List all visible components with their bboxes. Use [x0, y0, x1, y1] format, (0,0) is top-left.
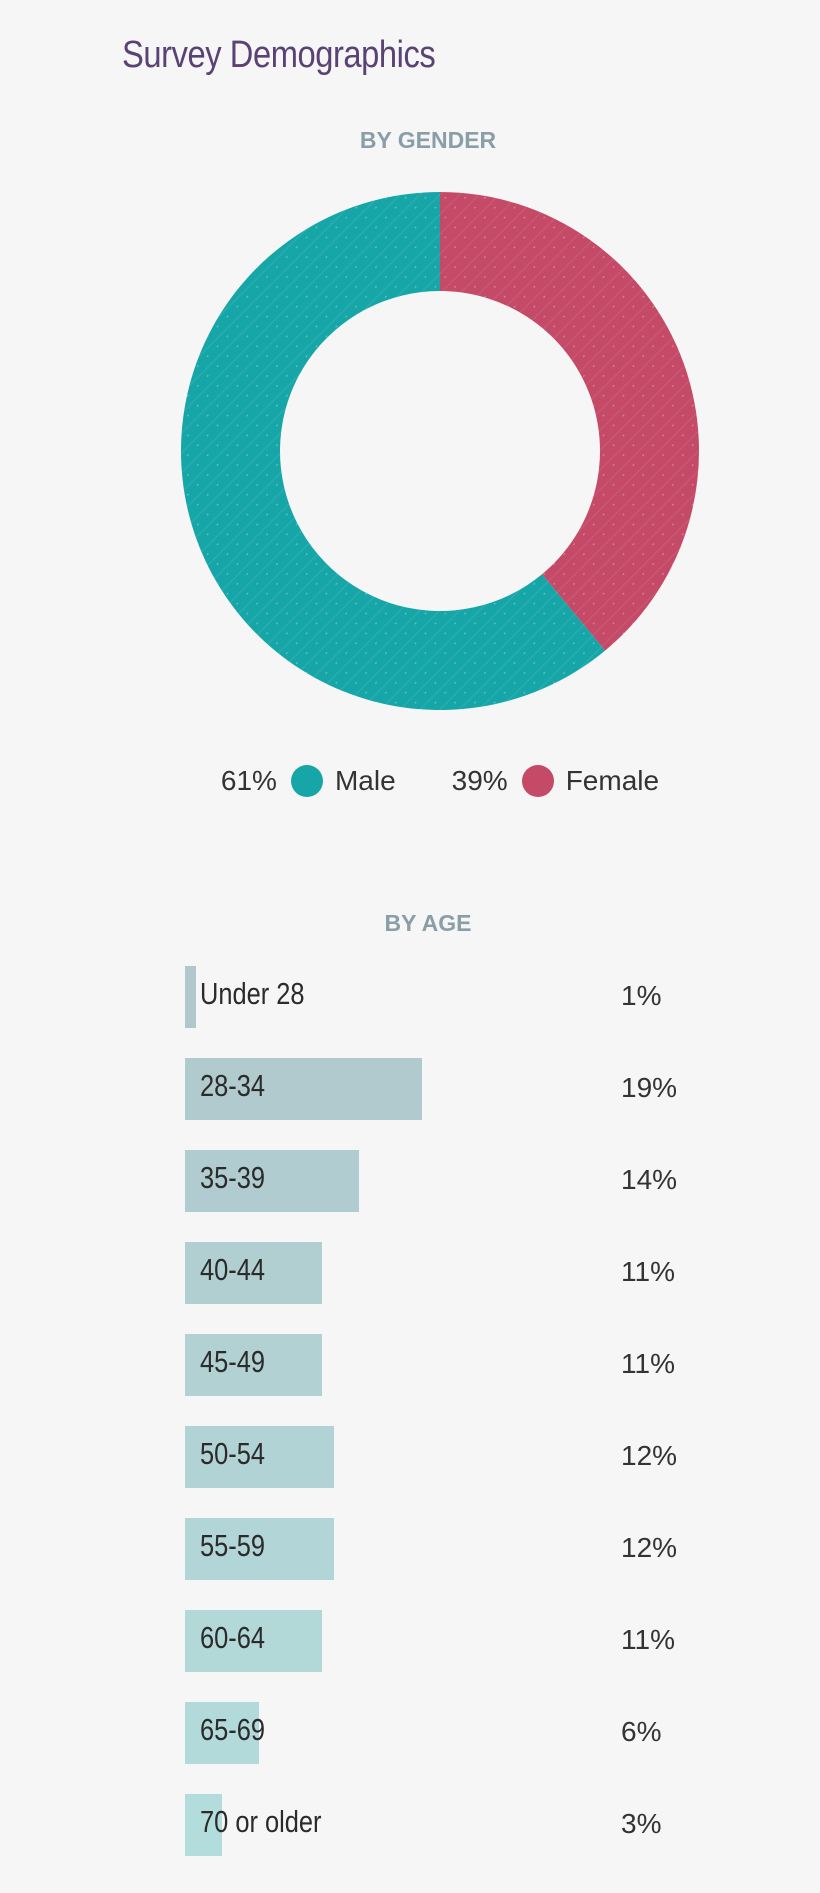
- donut-slice-female: [440, 192, 700, 651]
- bar-row: 50-54 12%: [185, 1426, 745, 1488]
- bar-label: 35-39: [200, 1160, 266, 1195]
- bar-row: 40-44 11%: [185, 1242, 745, 1304]
- legend-item-male: 61% Male: [221, 765, 396, 797]
- bar-label: 40-44: [200, 1252, 266, 1287]
- gender-legend: 61% Male 39% Female: [0, 765, 820, 797]
- bar-value-label: 1%: [621, 980, 662, 1011]
- bar-label: 55-59: [200, 1528, 266, 1563]
- legend-swatch-icon: [290, 765, 323, 797]
- bar: [185, 1334, 322, 1396]
- age-chart-title: BY AGE: [384, 910, 472, 936]
- bar: [185, 1058, 422, 1120]
- bar-label: 70 or older: [200, 1804, 322, 1839]
- bar-value-label: 14%: [621, 1164, 678, 1195]
- bar: [185, 1702, 259, 1764]
- bar-label: 28-34: [200, 1068, 266, 1103]
- page-title: Survey Demographics: [122, 34, 436, 76]
- bar: [185, 1518, 334, 1580]
- gender-chart-title: BY GENDER: [359, 127, 497, 153]
- legend-value: 61%: [220, 765, 277, 796]
- bar-label: 45-49: [200, 1344, 266, 1379]
- bar: [185, 1794, 222, 1856]
- bar-row: 70 or older 3%: [185, 1794, 745, 1856]
- bar: [185, 1150, 359, 1212]
- bar: [185, 1610, 322, 1672]
- bar-label: 65-69: [200, 1712, 266, 1747]
- bar-value-label: 11%: [621, 1348, 675, 1379]
- legend-item-female: 39% Female: [452, 765, 659, 797]
- donut-slice-male: [181, 192, 606, 710]
- bar-value-label: 12%: [621, 1440, 678, 1471]
- legend-label: Male: [334, 765, 396, 796]
- bar-label: 50-54: [200, 1436, 266, 1471]
- bar: [185, 1426, 334, 1488]
- bar-value-label: 6%: [621, 1716, 662, 1747]
- legend-swatch-icon: [521, 765, 554, 797]
- bar-row: 65-69 6%: [185, 1702, 745, 1764]
- bar-row: Under 28 1%: [185, 966, 745, 1028]
- legend-value: 39%: [451, 765, 508, 796]
- bar-row: 28-34 19%: [185, 1058, 745, 1120]
- gender-donut-chart: [181, 192, 700, 710]
- legend-label: Female: [565, 765, 660, 796]
- bar-row: 45-49 11%: [185, 1334, 745, 1396]
- bar-value-label: 11%: [621, 1256, 675, 1287]
- bar-label: Under 28: [200, 976, 305, 1011]
- bar-row: 55-59 12%: [185, 1518, 745, 1580]
- bar-label: 60-64: [200, 1620, 266, 1655]
- bar-value-label: 19%: [621, 1072, 678, 1103]
- bar-value-label: 12%: [621, 1532, 678, 1563]
- bar: [185, 1242, 322, 1304]
- bar-row: 35-39 14%: [185, 1150, 745, 1212]
- bar-value-label: 11%: [621, 1624, 675, 1655]
- bar-value-label: 3%: [621, 1808, 662, 1839]
- bar-row: 60-64 11%: [185, 1610, 745, 1672]
- bar: [185, 966, 196, 1028]
